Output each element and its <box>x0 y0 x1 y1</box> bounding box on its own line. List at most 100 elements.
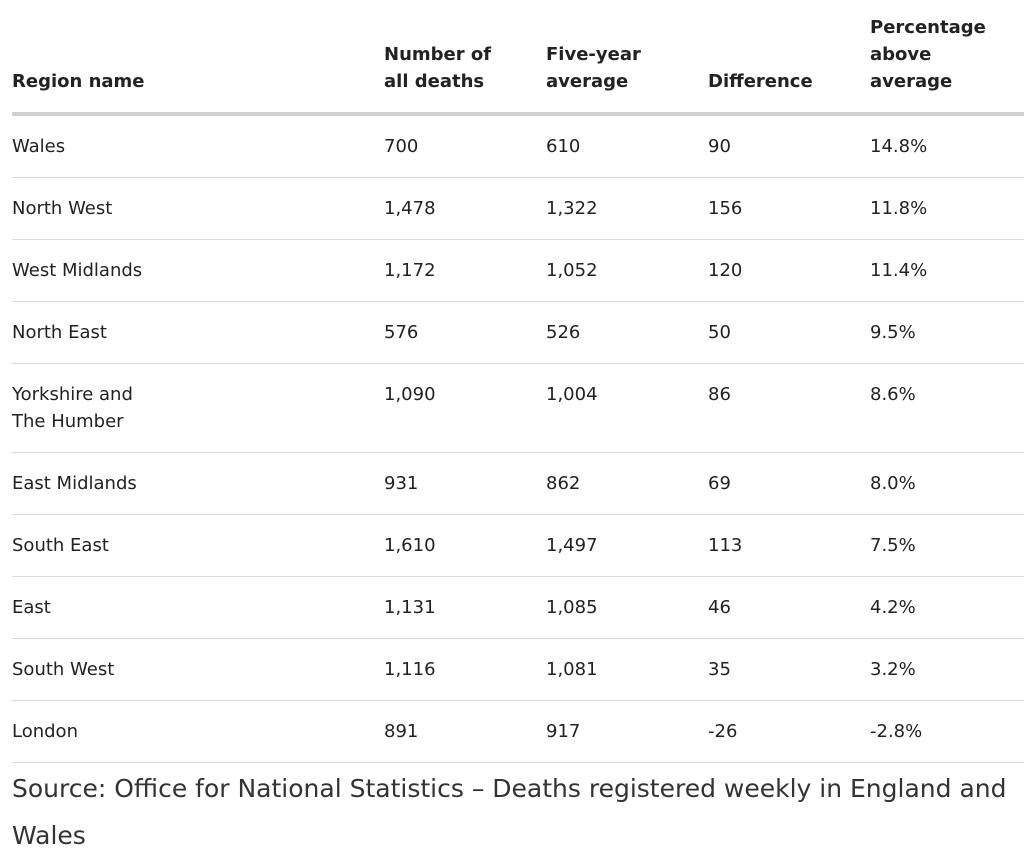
table-cell: 11.4% <box>870 239 1024 302</box>
cell-value: 1,085 <box>546 597 598 618</box>
cell-value: 50 <box>708 322 731 343</box>
cell-value: -2.8% <box>870 721 923 742</box>
cell-value: 35 <box>708 659 731 680</box>
table-cell: 8.6% <box>870 363 1024 453</box>
table-cell: 8.0% <box>870 452 1024 515</box>
cell-value: 526 <box>546 322 581 343</box>
table-cell: 1,172 <box>384 239 546 302</box>
table-cell: 1,131 <box>384 576 546 639</box>
cell-value: 8.0% <box>870 473 916 494</box>
cell-value: 1,172 <box>384 260 436 281</box>
header-row: Region name Number of all deaths Five-year… <box>12 0 1024 116</box>
cell-value: 1,004 <box>546 384 598 405</box>
column-header: Five-year average <box>546 0 708 116</box>
table-cell: 1,090 <box>384 363 546 453</box>
cell-value: 1,090 <box>384 384 436 405</box>
cell-value: 700 <box>384 136 419 157</box>
table-cell: 86 <box>708 363 870 453</box>
cell-value: 3.2% <box>870 659 916 680</box>
table-cell: 1,497 <box>546 514 708 577</box>
cell-value: 1,478 <box>384 198 436 219</box>
table-cell: 1,610 <box>384 514 546 577</box>
header-text: Region name <box>12 71 145 92</box>
column-header: Region name <box>12 0 384 116</box>
cell-value: 576 <box>384 322 419 343</box>
cell-value: 610 <box>546 136 581 157</box>
region-name: Yorkshire and The Humber <box>12 384 133 432</box>
table-cell: 156 <box>708 177 870 240</box>
table-cell: 50 <box>708 301 870 364</box>
cell-value: 7.5% <box>870 535 916 556</box>
table-cell: Yorkshire and The Humber <box>12 363 384 453</box>
table-cell: West Midlands <box>12 239 384 302</box>
region-name: North East <box>12 322 107 343</box>
table-cell: 46 <box>708 576 870 639</box>
table-row: London 891 917 -26 -2.8% <box>12 700 1024 763</box>
column-header: Percentage above average <box>870 0 1024 116</box>
cell-value: 1,610 <box>384 535 436 556</box>
table-row: South East 1,610 1,497 113 7.5% <box>12 514 1024 577</box>
table-row: South West 1,116 1,081 35 3.2% <box>12 638 1024 701</box>
cell-value: -26 <box>708 721 738 742</box>
table: Region name Number of all deaths Five-year… <box>12 0 1024 763</box>
table-cell: South West <box>12 638 384 701</box>
table-cell: 526 <box>546 301 708 364</box>
cell-value: 4.2% <box>870 597 916 618</box>
table-cell: 917 <box>546 700 708 763</box>
cell-value: 1,322 <box>546 198 598 219</box>
region-name: London <box>12 721 78 742</box>
cell-value: 1,497 <box>546 535 598 556</box>
cell-value: 917 <box>546 721 581 742</box>
cell-value: 11.4% <box>870 260 928 281</box>
region-name: East <box>12 597 51 618</box>
table-cell: 862 <box>546 452 708 515</box>
table-cell: East Midlands <box>12 452 384 515</box>
table-cell: 11.8% <box>870 177 1024 240</box>
cell-value: 46 <box>708 597 731 618</box>
table-cell: 700 <box>384 114 546 178</box>
region-name: South East <box>12 535 109 556</box>
table-cell: -2.8% <box>870 700 1024 763</box>
table-cell: 1,085 <box>546 576 708 639</box>
table-cell: 120 <box>708 239 870 302</box>
cell-value: 120 <box>708 260 743 281</box>
cell-value: 113 <box>708 535 743 556</box>
table-cell: 891 <box>384 700 546 763</box>
table-cell: 113 <box>708 514 870 577</box>
cell-value: 90 <box>708 136 731 157</box>
region-name: North West <box>12 198 113 219</box>
table-body: Wales 700 610 90 14.8% North West 1,478 1,322 15… <box>12 114 1024 763</box>
cell-value: 8.6% <box>870 384 916 405</box>
table-cell: 1,478 <box>384 177 546 240</box>
table-row: East Midlands 931 862 69 8.0% <box>12 452 1024 515</box>
table-row: North East 576 526 50 9.5% <box>12 301 1024 364</box>
cell-value: 1,131 <box>384 597 436 618</box>
table-cell: 69 <box>708 452 870 515</box>
cell-value: 862 <box>546 473 581 494</box>
region-name: Wales <box>12 136 66 157</box>
header-text: Difference <box>708 71 813 92</box>
table-cell: North East <box>12 301 384 364</box>
table-cell: 931 <box>384 452 546 515</box>
cell-value: 1,081 <box>546 659 598 680</box>
column-header: Difference <box>708 0 870 116</box>
cell-value: 1,116 <box>384 659 436 680</box>
table-cell: 1,052 <box>546 239 708 302</box>
cell-value: 931 <box>384 473 419 494</box>
table-cell: 90 <box>708 114 870 178</box>
cell-value: 11.8% <box>870 198 928 219</box>
table-cell: 7.5% <box>870 514 1024 577</box>
header-text: Number of all deaths <box>384 44 492 92</box>
cell-value: 891 <box>384 721 419 742</box>
table-cell: 14.8% <box>870 114 1024 178</box>
table-cell: 1,322 <box>546 177 708 240</box>
table-cell: 3.2% <box>870 638 1024 701</box>
header-text: Percentage above average <box>870 17 986 92</box>
table-cell: 9.5% <box>870 301 1024 364</box>
table-cell: 35 <box>708 638 870 701</box>
table-row: Yorkshire and The Humber 1,090 1,004 86 8.6% <box>12 363 1024 453</box>
table-cell: 1,116 <box>384 638 546 701</box>
region-name: East Midlands <box>12 473 137 494</box>
table-row: North West 1,478 1,322 156 11.8% <box>12 177 1024 240</box>
